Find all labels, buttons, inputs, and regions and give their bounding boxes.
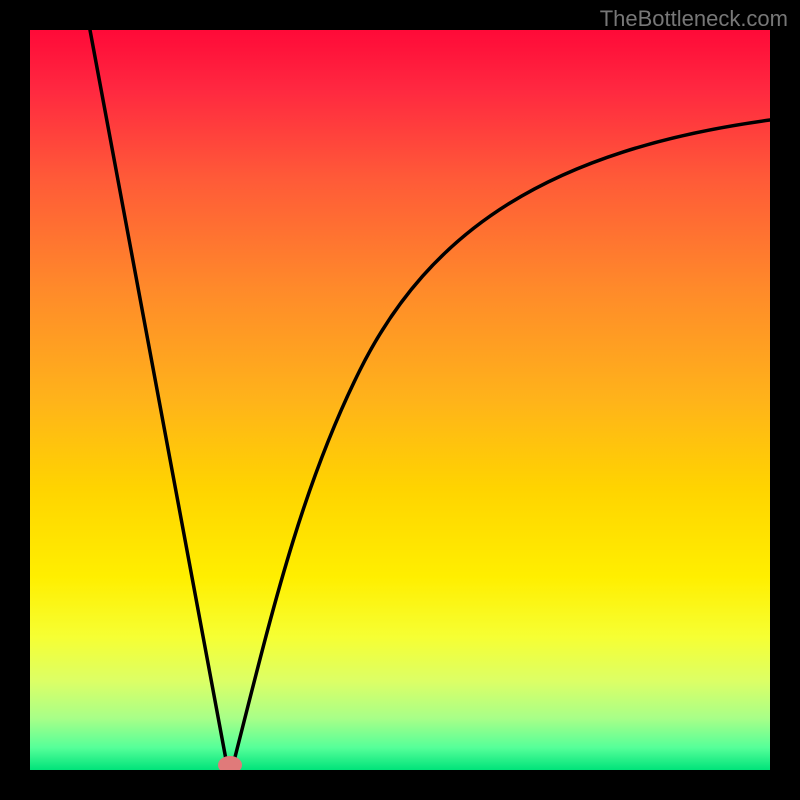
frame-border-left	[0, 0, 30, 800]
frame-border-bottom	[0, 770, 800, 800]
bottleneck-curve	[30, 30, 770, 770]
watermark-text: TheBottleneck.com	[600, 6, 788, 32]
frame-border-right	[770, 0, 800, 800]
curve-right-branch	[233, 120, 770, 765]
curve-left-branch	[90, 30, 227, 765]
plot-area	[30, 30, 770, 770]
apex-marker	[218, 756, 242, 770]
